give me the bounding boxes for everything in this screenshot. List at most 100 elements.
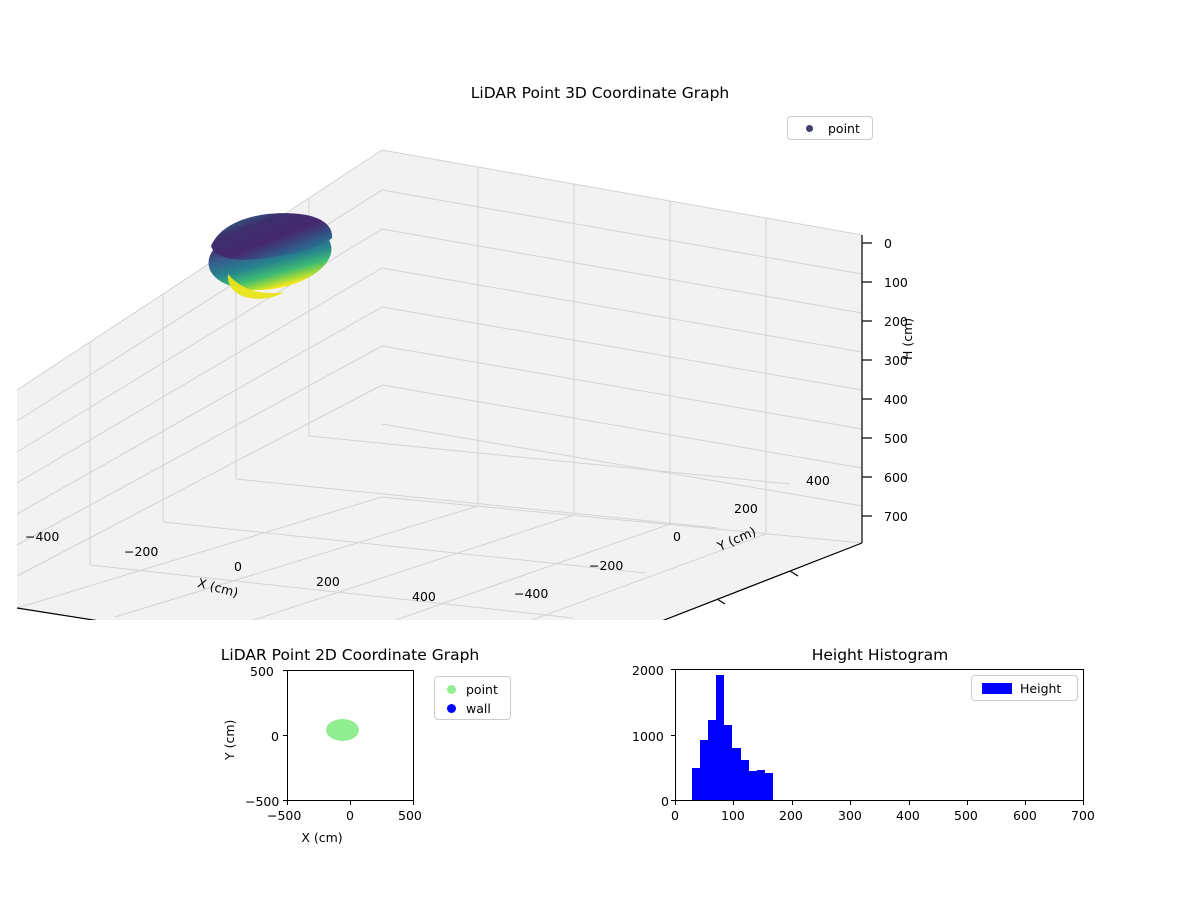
- x-tick-label-2d-0: −500: [267, 808, 302, 823]
- x-tick-2d-0: [287, 801, 289, 805]
- x-tick-2d-2: [413, 801, 415, 805]
- z-tick-label-6: 600: [884, 470, 908, 485]
- wall-circle-icon: [446, 704, 456, 713]
- legend-item-point: point: [794, 119, 866, 137]
- histogram-bar: [716, 675, 725, 800]
- y-ticks-3d: [716, 570, 799, 605]
- x-tick-label-hist-5: 500: [954, 808, 978, 823]
- legend-item-wall-2d: wall: [440, 699, 505, 718]
- y-tick-label-4: 400: [806, 473, 830, 488]
- histogram-bar: [740, 759, 749, 800]
- y-tick-label-hist-0: 0: [661, 794, 669, 809]
- point-marker-swatch: [794, 124, 824, 132]
- y-tick-label-2: 0: [673, 529, 681, 544]
- cloud-underside-highlight: [227, 274, 284, 299]
- point-marker-swatch-2d: [440, 685, 462, 694]
- x-tick-label-3: 200: [316, 574, 340, 589]
- x-tick-hist-5: [967, 801, 969, 805]
- x-tick-hist-0: [675, 801, 677, 805]
- lidar-2d-axes: [287, 670, 414, 801]
- z-tick-label-1: 100: [884, 275, 908, 290]
- x-tick-hist-3: [850, 801, 852, 805]
- height-bar-icon: [982, 683, 1012, 694]
- x-tick-label-hist-0: 0: [671, 808, 679, 823]
- histogram-bar: [724, 724, 733, 800]
- y-tick-label-1: −200: [589, 558, 624, 573]
- grid-floor-x: [89, 435, 791, 619]
- grid-back-h: [381, 149, 863, 544]
- histogram-bar: [707, 720, 717, 800]
- x-tick-hist-7: [1083, 801, 1085, 805]
- z-tick-label-2: 200: [884, 314, 908, 329]
- point-cluster-2d: [326, 719, 359, 741]
- z-tick-label-5: 500: [884, 431, 908, 446]
- x-tick-label-1: −200: [124, 544, 159, 559]
- y-tick-label-0: −400: [514, 586, 549, 601]
- panel-2d-title: LiDAR Point 2D Coordinate Graph: [220, 646, 480, 664]
- z-tick-label-7: 700: [884, 509, 908, 524]
- x-tick-hist-6: [1025, 801, 1027, 805]
- x-axis-label-2d: X (cm): [301, 830, 343, 845]
- y-tick-hist-1: [671, 735, 675, 737]
- grid-floor-y: [114, 505, 767, 620]
- histogram-bar: [699, 739, 708, 800]
- panel-hist-legend: Height: [971, 675, 1078, 701]
- x-tick-label-2d-2: 500: [398, 808, 422, 823]
- x-tick-label-hist-3: 300: [838, 808, 862, 823]
- y-axis-label-2d: Y (cm): [222, 719, 237, 760]
- point-cloud-3d: [208, 213, 333, 299]
- x-tick-hist-1: [733, 801, 735, 805]
- x-tick-hist-2: [792, 801, 794, 805]
- x-tick-label-hist-4: 400: [896, 808, 920, 823]
- y-tick-label-2d-2: −500: [245, 794, 280, 809]
- point-circle-icon: [805, 124, 813, 132]
- z-tick-label-3: 300: [884, 353, 908, 368]
- histogram-bar: [691, 767, 700, 800]
- legend-label-height: Height: [1020, 681, 1062, 696]
- x-tick-label-hist-1: 100: [721, 808, 745, 823]
- legend-item-height: Height: [978, 679, 1071, 698]
- x-tick-label-hist-6: 600: [1013, 808, 1037, 823]
- z-tick-label-0: 0: [884, 236, 892, 251]
- y-tick-hist-0: [671, 669, 675, 671]
- y-tick-2d-2: [283, 800, 287, 802]
- histogram-bar: [748, 770, 757, 800]
- y-tick-label-hist-2: 2000: [632, 663, 664, 678]
- legend-label-point: point: [828, 120, 860, 136]
- x-tick-label-hist-7: 700: [1071, 808, 1095, 823]
- axes-3d-canvas: [16, 149, 872, 620]
- z-axis-label-3d: H (cm): [900, 317, 915, 360]
- cloud-upper-shell: [211, 213, 333, 260]
- legend-item-point-2d: point: [440, 680, 505, 699]
- histogram-bar: [732, 748, 741, 800]
- x-tick-label-0: −400: [25, 529, 60, 544]
- z-tick-label-4: 400: [884, 392, 908, 407]
- y-tick-label-2d-0: 500: [250, 664, 274, 679]
- y-tick-label-3: 200: [734, 501, 758, 516]
- pane-floor: [17, 497, 862, 620]
- pane-back: [382, 150, 862, 543]
- wall-marker-swatch-2d: [440, 704, 462, 713]
- y-axis-spine-3d: [662, 542, 863, 620]
- y-tick-2d-1: [283, 735, 287, 737]
- x-tick-hist-4: [909, 801, 911, 805]
- histogram-bar: [756, 770, 765, 800]
- x-tick-label-2: 0: [234, 559, 242, 574]
- y-tick-2d-0: [283, 670, 287, 672]
- lidar-3d-axes: −400 −200 0 200 400 −400 −200 0 200 400 …: [0, 60, 1200, 620]
- panel-3d-title: LiDAR Point 3D Coordinate Graph: [470, 84, 730, 102]
- point-circle-icon: [446, 685, 456, 694]
- x-tick-label-4: 400: [412, 589, 436, 604]
- panel-hist-title: Height Histogram: [811, 646, 949, 664]
- y-tick-hist-2: [671, 800, 675, 802]
- x-tick-2d-1: [350, 801, 352, 805]
- legend-label-point-2d: point: [466, 682, 498, 697]
- y-tick-label-2d-1: 0: [271, 729, 279, 744]
- y-tick-label-hist-1: 1000: [632, 729, 664, 744]
- legend-label-wall-2d: wall: [466, 701, 491, 716]
- x-tick-label-hist-2: 200: [779, 808, 803, 823]
- histogram-bar: [764, 772, 774, 800]
- z-ticks-3d: [862, 242, 872, 517]
- x-tick-label-2d-1: 0: [346, 808, 354, 823]
